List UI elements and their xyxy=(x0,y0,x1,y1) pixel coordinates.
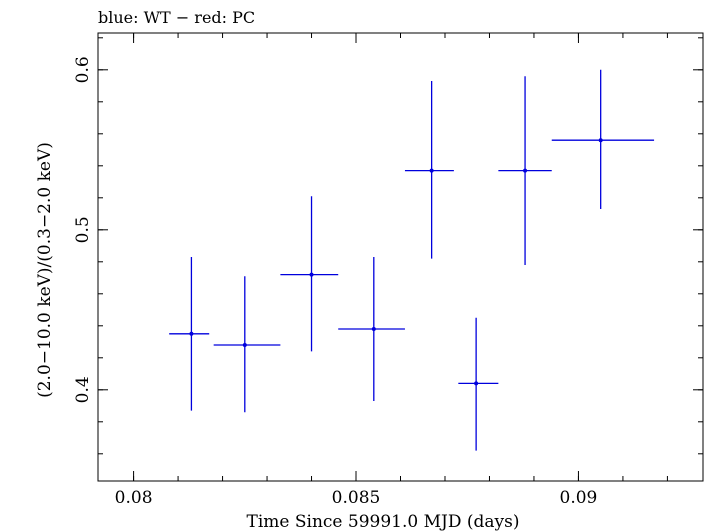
point-marker xyxy=(598,138,603,143)
point-marker xyxy=(474,381,479,386)
data-point xyxy=(280,196,339,352)
y-tick-label: 0.6 xyxy=(73,56,93,83)
data-point xyxy=(498,76,552,265)
data-point xyxy=(404,81,454,259)
x-axis-label: Time Since 59991.0 MJD (days) xyxy=(247,512,520,532)
point-marker xyxy=(242,343,247,347)
data-point xyxy=(213,276,281,413)
x-tick-label: 0.08 xyxy=(115,488,153,508)
plot-frame xyxy=(97,32,704,482)
data-point xyxy=(169,257,210,411)
data-point xyxy=(551,69,655,209)
point-marker xyxy=(371,327,376,331)
y-tick-labels: 0.4 0.5 0.6 xyxy=(73,56,93,403)
data-point xyxy=(338,257,405,401)
point-marker xyxy=(309,272,314,277)
x-tick-label: 0.09 xyxy=(560,488,598,508)
data-series xyxy=(169,69,655,451)
point-marker xyxy=(429,168,434,173)
axis-ticks xyxy=(98,33,703,481)
chart-title: blue: WT − red: PC xyxy=(98,8,255,27)
y-tick-label: 0.5 xyxy=(73,216,93,243)
point-marker xyxy=(189,331,194,336)
y-tick-label: 0.4 xyxy=(73,376,93,403)
x-tick-label: 0.085 xyxy=(332,488,381,508)
data-point xyxy=(458,317,499,451)
x-tick-labels: 0.08 0.085 0.09 xyxy=(115,488,598,508)
point-marker xyxy=(523,168,528,173)
y-axis-label: (2.0−10.0 keV)/(0.3−2.0 keV) xyxy=(35,142,55,398)
